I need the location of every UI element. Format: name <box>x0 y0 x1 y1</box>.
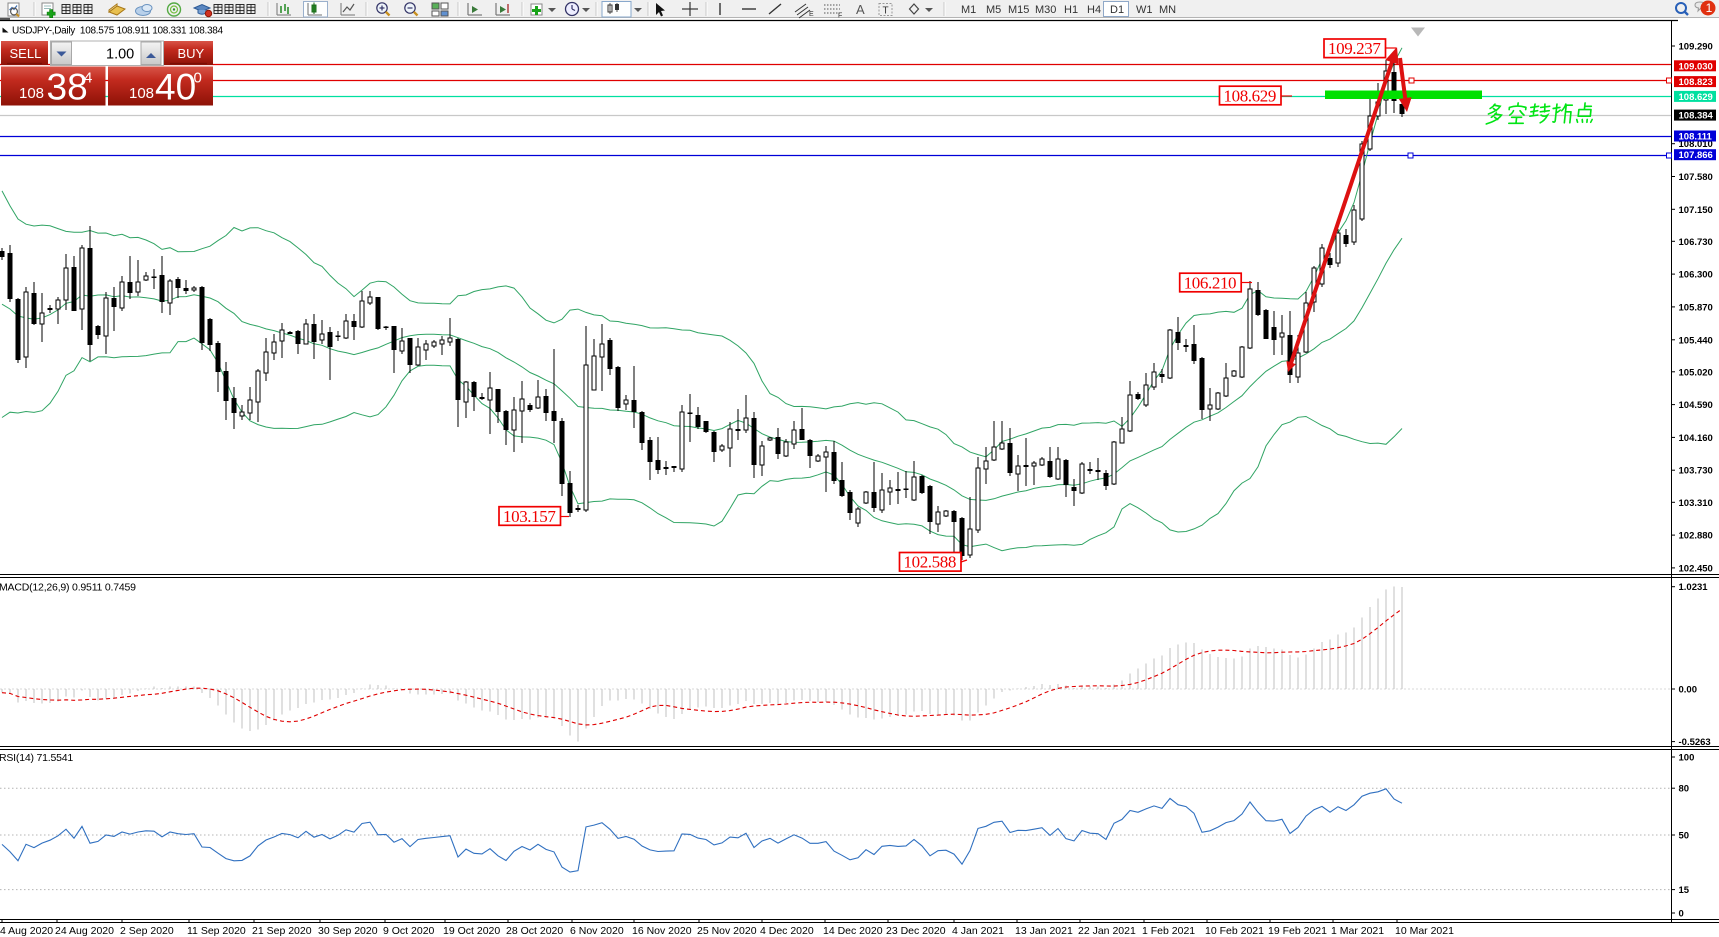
svg-text:-0.5263: -0.5263 <box>1679 737 1711 748</box>
svg-text:W1: W1 <box>1136 4 1153 16</box>
svg-text:109.290: 109.290 <box>1679 42 1713 53</box>
svg-text:4 Jan 2021: 4 Jan 2021 <box>952 925 1004 937</box>
svg-text:104.160: 104.160 <box>1679 433 1713 444</box>
svg-text:108.384: 108.384 <box>1679 111 1714 122</box>
svg-text:107.580: 107.580 <box>1679 172 1713 183</box>
svg-text:6 Nov 2020: 6 Nov 2020 <box>570 925 624 937</box>
svg-text:10 Mar 2021: 10 Mar 2021 <box>1395 925 1454 937</box>
svg-text:22 Jan 2021: 22 Jan 2021 <box>1078 925 1136 937</box>
svg-text:107.866: 107.866 <box>1679 150 1713 161</box>
svg-text:107.150: 107.150 <box>1679 205 1713 216</box>
svg-text:E: E <box>809 11 814 18</box>
svg-text:108: 108 <box>129 85 154 102</box>
svg-text:11 Sep 2020: 11 Sep 2020 <box>187 925 246 937</box>
svg-text:H1: H1 <box>1064 4 1078 16</box>
svg-text:4: 4 <box>84 70 92 87</box>
svg-text:1: 1 <box>1706 1 1713 15</box>
svg-text:0: 0 <box>194 70 202 87</box>
svg-text:106.300: 106.300 <box>1679 270 1713 281</box>
svg-text:M30: M30 <box>1035 4 1056 16</box>
svg-text:28 Oct 2020: 28 Oct 2020 <box>506 925 563 937</box>
svg-text:21 Sep 2020: 21 Sep 2020 <box>252 925 312 937</box>
svg-text:1.0231: 1.0231 <box>1679 582 1709 593</box>
svg-text:BUY: BUY <box>178 46 205 61</box>
svg-text:108.111: 108.111 <box>1679 132 1713 143</box>
svg-text:108.823: 108.823 <box>1679 77 1713 88</box>
svg-text:RSI(14) 71.5541: RSI(14) 71.5541 <box>0 752 73 764</box>
svg-text:50: 50 <box>1679 831 1690 842</box>
svg-text:1.00: 1.00 <box>106 47 134 63</box>
svg-text:M15: M15 <box>1008 4 1029 16</box>
svg-text:100: 100 <box>1679 753 1695 764</box>
svg-text:108.629: 108.629 <box>1224 86 1276 105</box>
svg-text:40: 40 <box>155 67 196 108</box>
svg-text:102.588: 102.588 <box>904 553 956 572</box>
svg-text:19 Oct 2020: 19 Oct 2020 <box>443 925 500 937</box>
svg-text:0.00: 0.00 <box>1679 685 1698 696</box>
svg-text:24 Aug 2020: 24 Aug 2020 <box>55 925 114 937</box>
svg-text:1 Feb 2021: 1 Feb 2021 <box>1142 925 1195 937</box>
svg-text:15: 15 <box>1679 885 1690 896</box>
svg-text:103.310: 103.310 <box>1679 498 1713 509</box>
svg-text:109.030: 109.030 <box>1679 61 1713 72</box>
svg-text:MACD(12,26,9) 0.9511 0.7459: MACD(12,26,9) 0.9511 0.7459 <box>0 582 136 594</box>
svg-text:105.020: 105.020 <box>1679 367 1713 378</box>
svg-text:14 Dec 2020: 14 Dec 2020 <box>823 925 883 937</box>
svg-text:USDJPY-,Daily 108.575 108.911: USDJPY-,Daily 108.575 108.911 108.331 10… <box>12 26 224 37</box>
svg-text:13 Jan 2021: 13 Jan 2021 <box>1015 925 1073 937</box>
svg-text:D1: D1 <box>1110 4 1124 16</box>
svg-text:105.440: 105.440 <box>1679 335 1713 346</box>
svg-text:M5: M5 <box>986 4 1001 16</box>
svg-text:4 Dec 2020: 4 Dec 2020 <box>760 925 814 937</box>
svg-text:1 Mar 2021: 1 Mar 2021 <box>1331 925 1384 937</box>
svg-text:F: F <box>838 13 842 20</box>
svg-text:10 Feb 2021: 10 Feb 2021 <box>1205 925 1264 937</box>
svg-text:106.210: 106.210 <box>1184 273 1236 292</box>
svg-text:102.450: 102.450 <box>1679 563 1713 574</box>
svg-text:MN: MN <box>1159 4 1176 16</box>
svg-text:109.237: 109.237 <box>1328 39 1381 58</box>
svg-text:A: A <box>856 2 865 17</box>
svg-text:80: 80 <box>1679 784 1690 795</box>
svg-text:30 Sep 2020: 30 Sep 2020 <box>318 925 378 937</box>
svg-text:108: 108 <box>19 85 44 102</box>
svg-text:M1: M1 <box>961 4 976 16</box>
svg-text:4 Aug 2020: 4 Aug 2020 <box>0 925 53 937</box>
svg-text:SELL: SELL <box>10 46 42 61</box>
svg-text:9 Oct 2020: 9 Oct 2020 <box>383 925 435 937</box>
svg-text:104.590: 104.590 <box>1679 400 1713 411</box>
svg-text:23 Dec 2020: 23 Dec 2020 <box>886 925 946 937</box>
svg-text:108.629: 108.629 <box>1679 92 1713 103</box>
svg-text:2 Sep 2020: 2 Sep 2020 <box>120 925 174 937</box>
svg-text:108.010: 108.010 <box>1679 139 1713 150</box>
svg-text:103.730: 103.730 <box>1679 466 1713 477</box>
svg-text:19 Feb 2021: 19 Feb 2021 <box>1268 925 1327 937</box>
svg-text:103.157: 103.157 <box>503 507 556 526</box>
svg-text:38: 38 <box>47 67 88 108</box>
svg-text:T: T <box>883 6 889 17</box>
svg-text:105.870: 105.870 <box>1679 302 1713 313</box>
svg-text:0: 0 <box>1679 909 1684 920</box>
svg-text:25 Nov 2020: 25 Nov 2020 <box>697 925 757 937</box>
svg-text:106.730: 106.730 <box>1679 237 1713 248</box>
svg-text:102.880: 102.880 <box>1679 531 1713 542</box>
svg-text:H4: H4 <box>1087 4 1101 16</box>
svg-text:16 Nov 2020: 16 Nov 2020 <box>632 925 692 937</box>
